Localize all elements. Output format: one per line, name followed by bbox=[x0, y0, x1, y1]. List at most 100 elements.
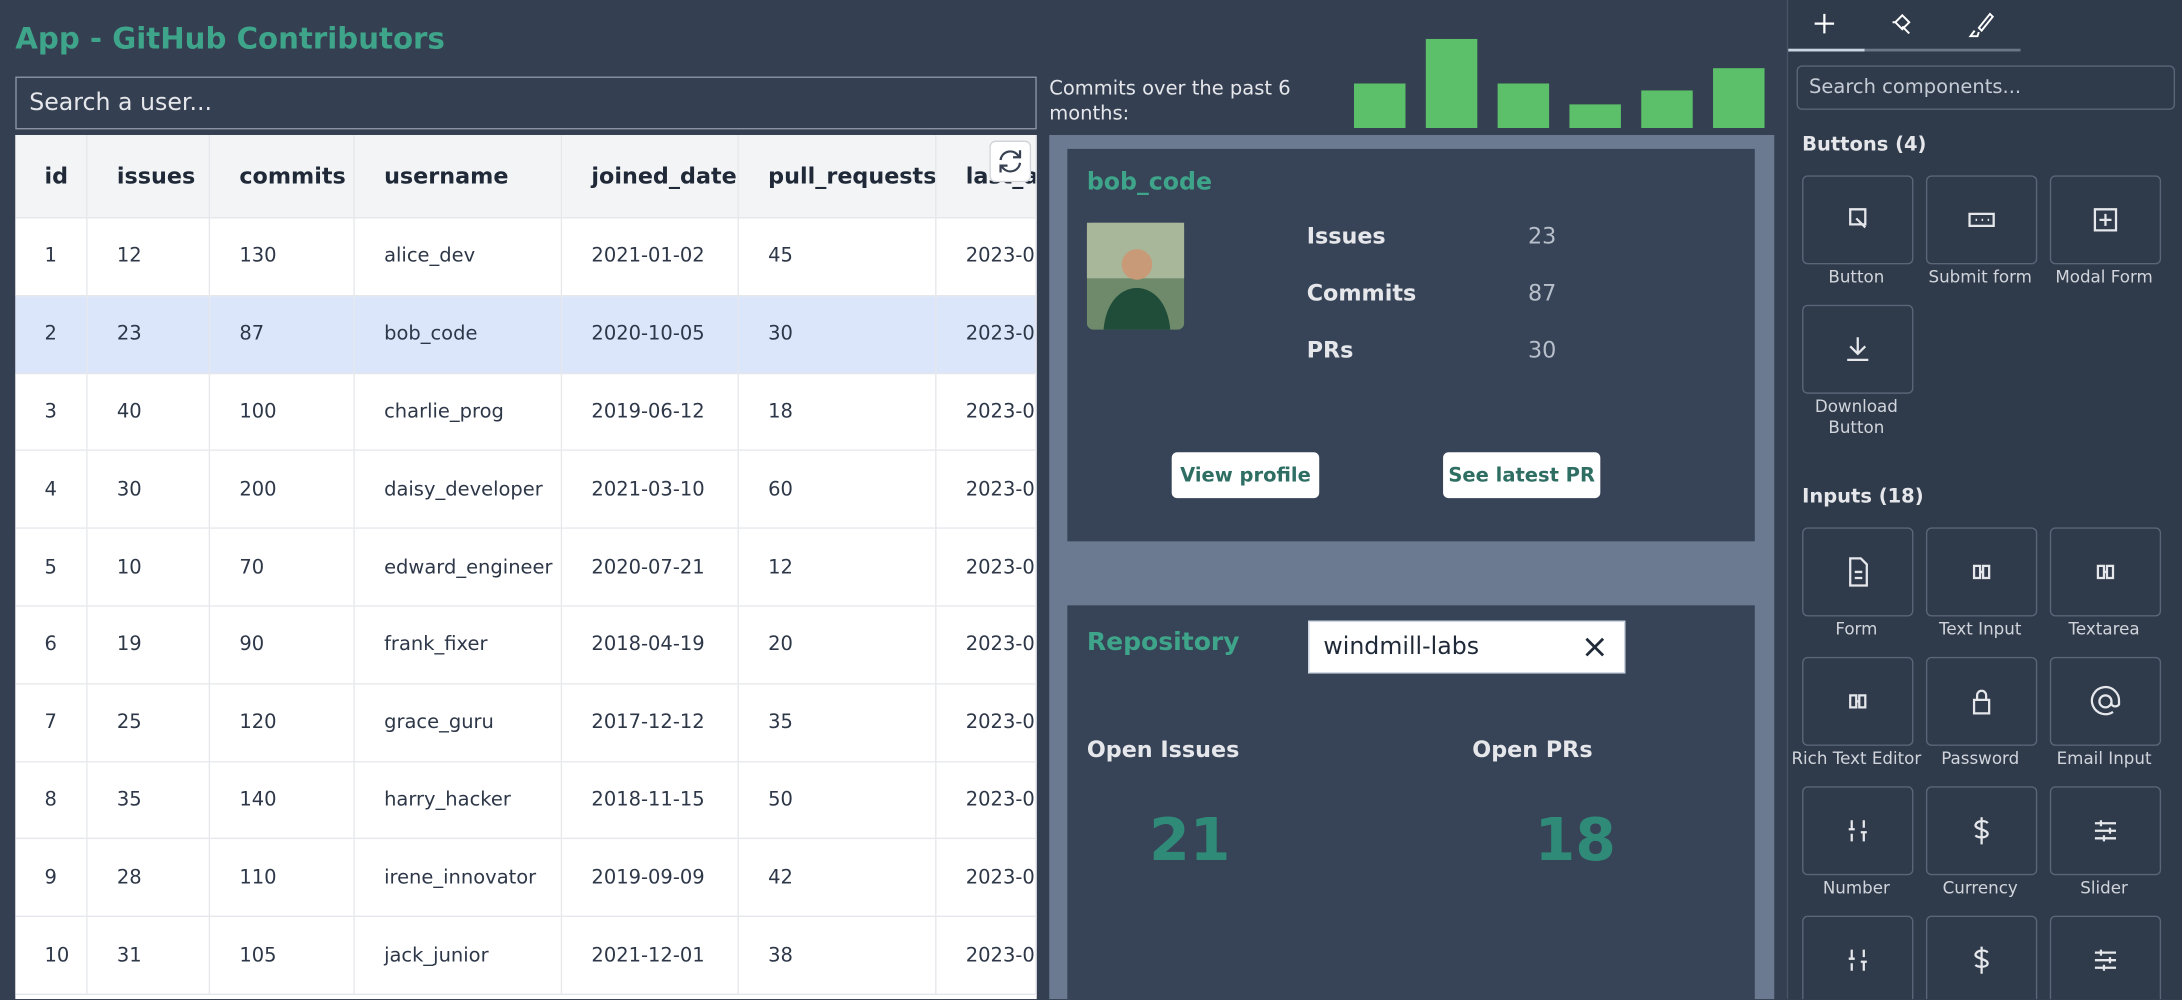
table-cell[interactable]: 2017-12-12 bbox=[562, 684, 739, 763]
table-cell[interactable]: 130 bbox=[210, 218, 355, 297]
table-cell[interactable]: jack_junior bbox=[354, 917, 563, 995]
table-cell[interactable]: 2023-09 bbox=[936, 606, 1037, 685]
table-cell[interactable]: 2019-09-09 bbox=[562, 839, 739, 918]
refresh-button[interactable] bbox=[989, 140, 1032, 183]
table-cell[interactable]: 2020-07-21 bbox=[562, 529, 739, 607]
table-cell[interactable]: frank_fixer bbox=[354, 606, 563, 685]
table-cell[interactable]: 2023-08 bbox=[936, 451, 1037, 530]
component-tile[interactable] bbox=[1925, 786, 2038, 876]
table-cell[interactable]: 6 bbox=[15, 606, 88, 685]
repository-input[interactable]: windmill-labs bbox=[1308, 620, 1626, 674]
column-header[interactable]: commits bbox=[210, 134, 355, 219]
table-cell[interactable]: 28 bbox=[87, 839, 211, 918]
table-cell[interactable]: 2023-07 bbox=[936, 218, 1037, 297]
table-cell[interactable]: 12 bbox=[87, 218, 211, 297]
table-cell[interactable]: 18 bbox=[738, 373, 937, 452]
column-header[interactable]: joined_date bbox=[562, 134, 739, 219]
table-cell[interactable]: 2023-07 bbox=[936, 529, 1037, 607]
table-cell[interactable]: 30 bbox=[738, 296, 937, 374]
action-button[interactable]: See latest PR bbox=[1443, 452, 1601, 499]
user-search[interactable]: Search a user... bbox=[15, 76, 1037, 130]
table-cell[interactable]: harry_hacker bbox=[354, 762, 563, 840]
table-cell[interactable]: 60 bbox=[738, 451, 937, 530]
component-tile[interactable] bbox=[1802, 175, 1914, 265]
table-cell[interactable]: 10 bbox=[87, 529, 211, 607]
component-tile[interactable] bbox=[1802, 656, 1914, 746]
table-cell[interactable]: 2 bbox=[15, 296, 88, 374]
table-cell[interactable]: 35 bbox=[87, 762, 211, 840]
table-cell[interactable]: 25 bbox=[87, 684, 211, 763]
tab-insert[interactable] bbox=[1788, 13, 1865, 52]
component-tile[interactable] bbox=[2049, 786, 2162, 876]
table-cell[interactable]: 20 bbox=[738, 606, 937, 685]
table-cell[interactable]: 90 bbox=[210, 606, 355, 685]
table-cell[interactable]: 120 bbox=[210, 684, 355, 763]
table-cell[interactable]: irene_innovator bbox=[354, 839, 563, 918]
table-cell[interactable]: 9 bbox=[15, 839, 88, 918]
table-cell[interactable]: 30 bbox=[87, 451, 211, 530]
table-cell[interactable]: 2021-12-01 bbox=[562, 917, 739, 995]
table-cell[interactable]: 23 bbox=[87, 296, 211, 374]
table-cell[interactable]: 2021-03-10 bbox=[562, 451, 739, 530]
table-cell[interactable]: 42 bbox=[738, 839, 937, 918]
table-cell[interactable]: 12 bbox=[738, 529, 937, 607]
table-cell[interactable]: daisy_developer bbox=[354, 451, 563, 530]
table-cell[interactable]: edward_engineer bbox=[354, 529, 563, 607]
table-cell[interactable]: 38 bbox=[738, 917, 937, 995]
component-tile[interactable] bbox=[1925, 527, 2038, 617]
table-cell[interactable]: 2023-08 bbox=[936, 373, 1037, 452]
table-cell[interactable]: 87 bbox=[210, 296, 355, 374]
table-cell[interactable]: 50 bbox=[738, 762, 937, 840]
table-cell[interactable]: 8 bbox=[15, 762, 88, 840]
table-cell[interactable]: 1 bbox=[15, 218, 88, 297]
component-tile[interactable] bbox=[1802, 527, 1914, 617]
table-cell[interactable]: 70 bbox=[210, 529, 355, 607]
column-header[interactable]: id bbox=[15, 134, 88, 219]
column-header[interactable]: issues bbox=[87, 134, 211, 219]
table-cell[interactable]: 100 bbox=[210, 373, 355, 452]
column-header[interactable]: username bbox=[354, 134, 563, 219]
table-cell[interactable]: 35 bbox=[738, 684, 937, 763]
table-cell[interactable]: 5 bbox=[15, 529, 88, 607]
table-cell[interactable]: 2018-11-15 bbox=[562, 762, 739, 840]
component-search[interactable]: Search components... bbox=[1796, 65, 2176, 110]
table-cell[interactable]: 45 bbox=[738, 218, 937, 297]
table-cell[interactable]: 140 bbox=[210, 762, 355, 840]
component-tile[interactable] bbox=[1925, 915, 2038, 1000]
table-cell[interactable]: alice_dev bbox=[354, 218, 563, 297]
table-cell[interactable]: 40 bbox=[87, 373, 211, 452]
component-tile[interactable] bbox=[2049, 175, 2162, 265]
table-cell[interactable]: 2023-09 bbox=[936, 917, 1037, 995]
table-cell[interactable]: 105 bbox=[210, 917, 355, 995]
tab-components[interactable] bbox=[1864, 13, 2021, 52]
table-cell[interactable]: 2019-06-12 bbox=[562, 373, 739, 452]
component-tile[interactable] bbox=[1802, 786, 1914, 876]
table-cell[interactable]: 2021-01-02 bbox=[562, 218, 739, 297]
table-cell[interactable]: 2018-04-19 bbox=[562, 606, 739, 685]
component-tile[interactable] bbox=[2049, 656, 2162, 746]
table-cell[interactable]: 2023-08 bbox=[936, 839, 1037, 918]
action-button[interactable]: View profile bbox=[1171, 452, 1320, 499]
table-cell[interactable]: 2023-08 bbox=[936, 684, 1037, 763]
component-tile[interactable] bbox=[2049, 915, 2162, 1000]
table-cell[interactable]: grace_guru bbox=[354, 684, 563, 763]
table-cell[interactable]: 19 bbox=[87, 606, 211, 685]
table-cell[interactable]: charlie_prog bbox=[354, 373, 563, 452]
table-cell[interactable]: bob_code bbox=[354, 296, 563, 374]
table-cell[interactable]: 3 bbox=[15, 373, 88, 452]
component-tile[interactable] bbox=[1802, 304, 1914, 394]
column-header[interactable]: pull_requests bbox=[738, 134, 937, 219]
table-cell[interactable]: 2023-09 bbox=[936, 296, 1037, 374]
component-tile[interactable] bbox=[2049, 527, 2162, 617]
clear-icon[interactable] bbox=[1585, 637, 1605, 657]
table-cell[interactable]: 2020-10-05 bbox=[562, 296, 739, 374]
table-cell[interactable]: 110 bbox=[210, 839, 355, 918]
table-cell[interactable]: 2023-06 bbox=[936, 762, 1037, 840]
table-cell[interactable]: 7 bbox=[15, 684, 88, 763]
table-cell[interactable]: 200 bbox=[210, 451, 355, 530]
table-cell[interactable]: 31 bbox=[87, 917, 211, 995]
component-tile[interactable] bbox=[1925, 656, 2038, 746]
table-cell[interactable]: 4 bbox=[15, 451, 88, 530]
component-tile[interactable] bbox=[1802, 915, 1914, 1000]
table-cell[interactable]: 10 bbox=[15, 917, 88, 995]
